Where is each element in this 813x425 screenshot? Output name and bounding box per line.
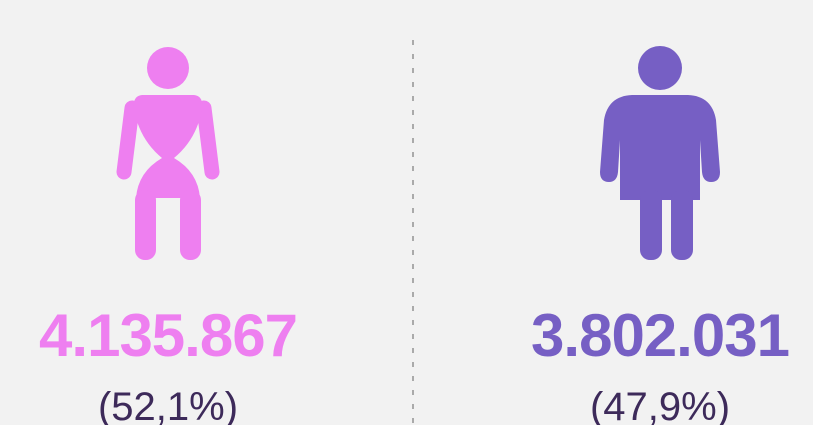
female-share: (52,1%): [98, 385, 238, 425]
male-share: (47,9%): [590, 385, 730, 425]
female-icon: [116, 47, 220, 260]
male-count: 3.802.031: [531, 302, 789, 369]
female-count: 4.135.867: [39, 302, 297, 369]
male-icon: [600, 46, 720, 260]
